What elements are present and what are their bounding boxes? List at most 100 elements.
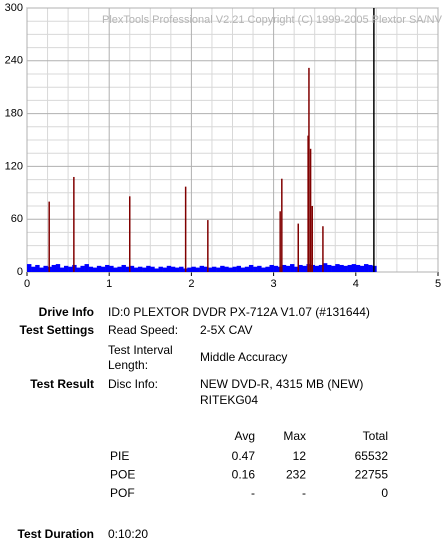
- pie-bar: [121, 264, 126, 272]
- pie-bar: [364, 264, 369, 272]
- pie-bar: [191, 266, 196, 272]
- pie-bar: [142, 267, 147, 272]
- pie-bar: [211, 266, 217, 272]
- x-tick-label: 4: [353, 278, 359, 290]
- pie-bar: [117, 266, 122, 272]
- pie-bar: [261, 267, 266, 272]
- pie-bar: [35, 264, 40, 272]
- cell: 12: [293, 449, 307, 463]
- pie-bar: [216, 267, 221, 272]
- column-header: Total: [363, 429, 388, 443]
- y-tick-label: 180: [5, 108, 23, 120]
- value: 2-5X CAV: [200, 323, 252, 337]
- pie-bar: [55, 264, 61, 272]
- label: Test Duration: [18, 527, 94, 541]
- x-tick-label: 2: [188, 278, 194, 290]
- cell: -: [251, 486, 255, 500]
- sub-label: Length:: [108, 358, 148, 372]
- pie-bar: [257, 265, 262, 272]
- pie-bar: [335, 264, 340, 272]
- pie-bar: [88, 266, 94, 272]
- pie-bar: [298, 264, 303, 272]
- pie-bar: [150, 266, 155, 272]
- pie-bar: [109, 265, 114, 272]
- results-table: Avg Max Total PIE 0.47 12 65532 POE 0.16 232 22755…: [110, 429, 388, 500]
- column-header: Avg: [235, 429, 255, 443]
- pie-bar: [125, 266, 131, 272]
- pie-bar: [240, 267, 246, 272]
- pie-bar: [232, 266, 237, 272]
- pie-bar: [269, 264, 274, 272]
- pie-bar: [133, 267, 139, 272]
- pie-bar: [322, 263, 328, 272]
- pie-bar: [174, 267, 180, 272]
- pie-bar: [318, 264, 324, 272]
- cell: 0: [381, 486, 388, 500]
- pie-bar: [129, 265, 135, 272]
- sub-label: Disc Info:: [108, 377, 158, 391]
- x-tick-label: 1: [106, 278, 112, 290]
- y-tick-label: 240: [5, 55, 23, 67]
- pie-bar: [294, 266, 299, 272]
- cell: 65532: [355, 449, 389, 463]
- pie-bar: [162, 267, 168, 272]
- x-tick-label: 0: [24, 278, 30, 290]
- label: Test Settings: [20, 323, 95, 337]
- pie-bar: [199, 265, 205, 272]
- y-tick-label: 60: [11, 213, 23, 225]
- pie-bar: [314, 265, 320, 272]
- cell: 22755: [355, 468, 389, 482]
- pie-bar: [137, 266, 143, 272]
- pie-bar: [265, 266, 270, 272]
- pie-bar: [92, 267, 98, 272]
- pie-bar: [63, 265, 69, 272]
- sub-label: Read Speed:: [108, 323, 178, 337]
- pie-bar: [207, 267, 213, 272]
- pie-bar: [51, 264, 57, 272]
- pie-bar: [228, 267, 233, 272]
- sub-label: Test Interval: [108, 343, 173, 357]
- pie-bar: [154, 268, 159, 272]
- pie-bar: [343, 265, 348, 272]
- y-tick-label: 0: [17, 266, 23, 278]
- pie-bar: [347, 264, 352, 272]
- row-label: POE: [110, 468, 135, 482]
- value: ID:0 PLEXTOR DVDR PX-712A V1.07 (#131644…: [108, 305, 370, 319]
- pie-bar: [248, 264, 254, 272]
- value: 0:10:20: [108, 527, 148, 541]
- pie-bar: [302, 265, 307, 272]
- pie-bar: [84, 264, 89, 272]
- pie-bar: [339, 264, 344, 272]
- x-tick-label: 5: [435, 278, 441, 290]
- pie-bar: [158, 266, 163, 272]
- cell: -: [302, 486, 306, 500]
- pie-bar: [146, 265, 151, 272]
- pie-bar: [179, 266, 184, 272]
- pie-bar: [224, 266, 229, 272]
- plot: 0 1 2 3 4 5 0 60 120 180 240 300: [5, 2, 441, 290]
- pie-bar: [220, 265, 225, 272]
- pie-bar: [187, 267, 192, 272]
- pie-bar: [331, 265, 336, 272]
- cell: 0.16: [232, 468, 256, 482]
- pie-bar: [166, 265, 172, 272]
- pie-bar: [59, 267, 65, 272]
- pie-bar: [76, 267, 81, 272]
- value: NEW DVD-R, 4315 MB (NEW): [200, 377, 363, 391]
- pie-bar: [236, 265, 242, 272]
- column-header: Max: [283, 429, 306, 443]
- pie-bar: [96, 265, 102, 272]
- label: Drive Info: [39, 305, 94, 319]
- y-tick-label: 300: [5, 2, 23, 14]
- pie-bar: [195, 267, 200, 272]
- value: RITEKG04: [200, 393, 258, 407]
- label: Test Result: [30, 377, 94, 391]
- watermark: PlexTools Professional V2.21 Copyright (…: [102, 14, 443, 26]
- pie-bar: [359, 265, 365, 272]
- cell: 0.47: [232, 449, 256, 463]
- pie-bar: [355, 264, 361, 272]
- pie-bar: [39, 267, 44, 272]
- pie-bar: [27, 264, 32, 272]
- cell: 232: [286, 468, 306, 482]
